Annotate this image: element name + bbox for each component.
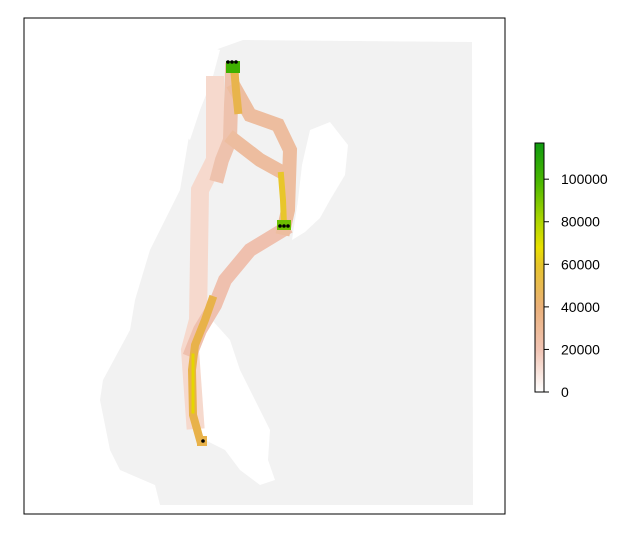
point xyxy=(282,224,286,228)
colorbar-tick-label: 60000 xyxy=(561,256,600,272)
path-north-left xyxy=(209,62,240,184)
colorbar: 0 20000 40000 60000 80000 100000 xyxy=(534,142,608,400)
colorbar-tick-label: 20000 xyxy=(561,341,600,357)
point xyxy=(278,224,282,228)
white-gap-northwest xyxy=(180,45,220,140)
white-gap-south xyxy=(190,320,275,485)
colorbar-tick-label: 100000 xyxy=(561,171,608,187)
point xyxy=(230,60,234,64)
path-north-east-loop-2 xyxy=(224,130,288,180)
colorbar-tick-label: 0 xyxy=(561,384,569,400)
corridor-layer xyxy=(180,61,298,445)
path-north-core xyxy=(229,61,243,115)
colorbar-gradient xyxy=(534,142,545,393)
colorbar-tick-label: 80000 xyxy=(561,214,600,230)
white-gap-east xyxy=(292,122,348,240)
path-east-core xyxy=(277,171,288,229)
points-layer xyxy=(197,60,291,446)
path-north-east-loop xyxy=(226,80,298,237)
point xyxy=(286,224,290,228)
point xyxy=(234,60,238,64)
colorbar-tick-label: 40000 xyxy=(561,299,600,315)
colorbar-ticks: 0 20000 40000 60000 80000 100000 xyxy=(544,171,608,400)
point xyxy=(226,60,230,64)
north-node-marker xyxy=(226,61,240,73)
point xyxy=(201,439,205,443)
